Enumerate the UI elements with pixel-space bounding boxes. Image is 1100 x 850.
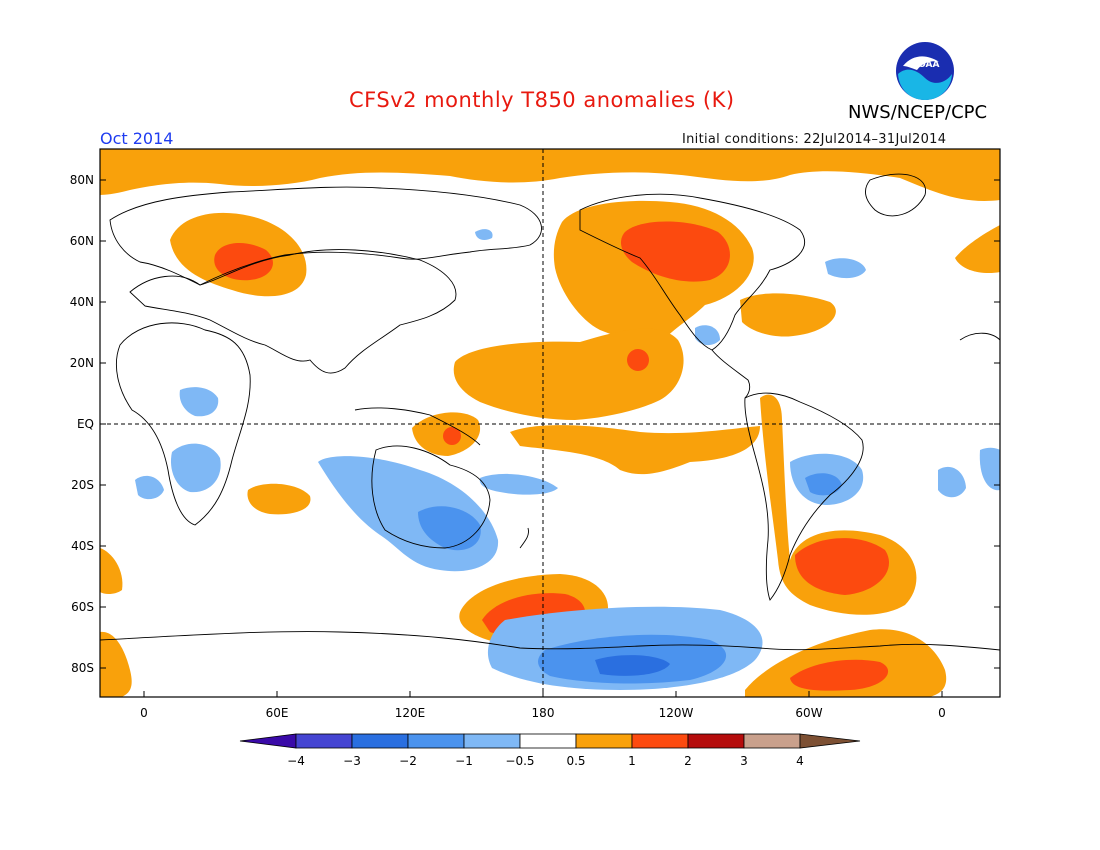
colorbar-cell: [631, 733, 689, 749]
logo-text: NOAA: [911, 60, 940, 70]
lon-label: 0: [140, 706, 148, 720]
lat-label: 60S: [71, 600, 94, 614]
forecast-period: Oct 2014: [100, 129, 174, 148]
lat-label: 60N: [69, 234, 94, 248]
colorbar-cell: [351, 733, 409, 749]
chart-title: CFSv2 monthly T850 anomalies (K): [349, 88, 735, 112]
initial-conditions: Initial conditions: 22Jul2014–31Jul2014: [682, 132, 947, 147]
colorbar-cell: [519, 733, 577, 749]
colorbar-label: 4: [796, 754, 804, 768]
lon-label: 60W: [795, 706, 823, 720]
lat-label: EQ: [76, 417, 94, 431]
colorbar-cell: [295, 733, 353, 749]
colorbar-cell: [463, 733, 521, 749]
lat-label: 80S: [71, 661, 94, 675]
colorbar-cell: [575, 733, 633, 749]
colorbar-label: 3: [740, 754, 748, 768]
colorbar-label: −1: [455, 754, 473, 768]
map-frame: [99, 148, 1001, 698]
lat-label: 40N: [69, 295, 94, 309]
lon-label: 60E: [265, 706, 289, 720]
colorbar-label: −2: [399, 754, 417, 768]
colorbar-cell: [407, 733, 465, 749]
agency-label: NWS/NCEP/CPC: [848, 102, 988, 123]
lon-label: 120W: [658, 706, 694, 720]
colorbar-label: −3: [343, 754, 361, 768]
colorbar-label: −0.5: [505, 754, 535, 768]
lat-label: 80N: [69, 173, 94, 187]
axis-ticks: [100, 179, 1000, 697]
colorbar-right-arrow: [799, 733, 861, 749]
colorbar-label: 2: [684, 754, 692, 768]
lat-label: 20N: [69, 356, 94, 370]
colorbar-left-arrow: [239, 733, 297, 749]
noaa-logo: NOAA: [896, 42, 954, 100]
colorbar-label: 1: [628, 754, 636, 768]
lat-label: 20S: [71, 478, 94, 492]
colorbar-label: −4: [287, 754, 305, 768]
lat-label: 40S: [71, 539, 94, 553]
coastlines: [100, 173, 1000, 651]
colorbar-cell: [687, 733, 745, 749]
colorbar-label: 0.5: [566, 754, 586, 768]
lon-label: 120E: [394, 706, 426, 720]
lon-label: 0: [938, 706, 946, 720]
colorbar: [239, 733, 861, 749]
lon-label: 180: [531, 706, 555, 720]
anomaly-shading: [100, 149, 1000, 697]
colorbar-cell: [743, 733, 801, 749]
